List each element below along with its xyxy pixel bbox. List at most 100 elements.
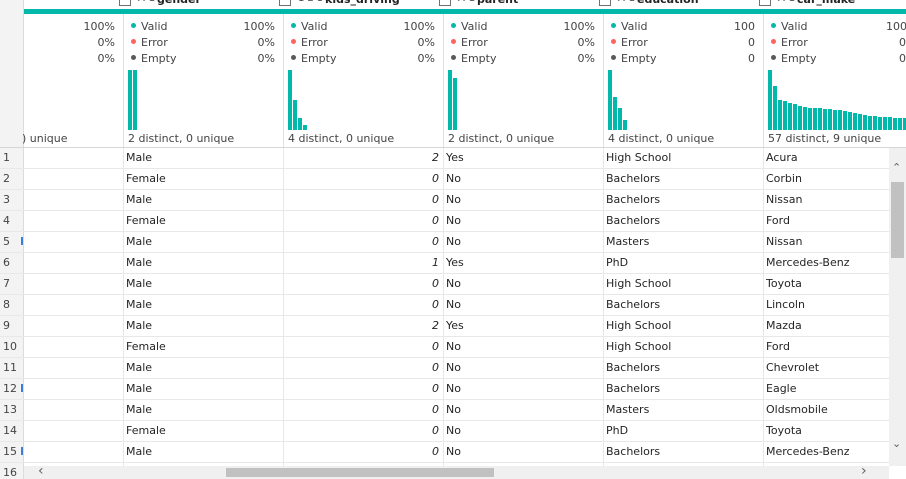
horizontal-scrollbar[interactable]: ‹ ›: [24, 463, 889, 479]
cell-parent[interactable]: No: [446, 445, 461, 458]
cell-parent[interactable]: No: [446, 235, 461, 248]
table-row[interactable]: 1 Male 2 Yes High School Acura: [0, 148, 889, 169]
cell-parent[interactable]: No: [446, 298, 461, 311]
cell-car-make[interactable]: Eagle: [766, 382, 797, 395]
cell-education[interactable]: High School: [606, 319, 672, 332]
table-row[interactable]: 6 Male 1 Yes PhD Mercedes-Benz: [0, 253, 889, 274]
cell-car-make[interactable]: Toyota: [766, 277, 802, 290]
column-type-icon[interactable]: A C: [778, 0, 795, 4]
cell-car-make[interactable]: Chevrolet: [766, 361, 820, 374]
cell-car-make[interactable]: Ford: [766, 340, 790, 353]
cell-parent[interactable]: No: [446, 382, 461, 395]
cell-parent[interactable]: No: [446, 277, 461, 290]
cell-kids-driving[interactable]: 2: [432, 151, 439, 164]
column-header-kids_driving[interactable]: kids_driving: [325, 0, 400, 6]
cell-car-make[interactable]: Mazda: [766, 319, 802, 332]
cell-parent[interactable]: No: [446, 214, 461, 227]
cell-car-make[interactable]: Acura: [766, 151, 798, 164]
cell-gender[interactable]: Male: [126, 256, 153, 269]
table-row[interactable]: 11 Male 0 No Bachelors Chevrolet: [0, 358, 889, 379]
cell-education[interactable]: Bachelors: [606, 193, 661, 206]
table-row[interactable]: 5 Male 0 No Masters Nissan: [0, 232, 889, 253]
cell-education[interactable]: Masters: [606, 235, 650, 248]
column-select-checkbox[interactable]: [119, 0, 131, 6]
table-row[interactable]: 7 Male 0 No High School Toyota: [0, 274, 889, 295]
table-row[interactable]: 14 Female 0 No PhD Toyota: [0, 421, 889, 442]
cell-car-make[interactable]: Ford: [766, 214, 790, 227]
cell-gender[interactable]: Female: [126, 214, 166, 227]
column-type-icon[interactable]: A C: [618, 0, 635, 4]
table-row[interactable]: 12 Male 0 No Bachelors Eagle: [0, 379, 889, 400]
cell-car-make[interactable]: Nissan: [766, 235, 803, 248]
cell-car-make[interactable]: Nissan: [766, 193, 803, 206]
cell-education[interactable]: High School: [606, 277, 672, 290]
cell-parent[interactable]: No: [446, 172, 461, 185]
cell-gender[interactable]: Female: [126, 424, 166, 437]
cell-kids-driving[interactable]: 2: [432, 319, 439, 332]
cell-car-make[interactable]: Toyota: [766, 424, 802, 437]
cell-parent[interactable]: No: [446, 361, 461, 374]
cell-education[interactable]: Bachelors: [606, 214, 661, 227]
cell-car-make[interactable]: Corbin: [766, 172, 802, 185]
cell-car-make[interactable]: Lincoln: [766, 298, 805, 311]
table-row[interactable]: 4 Female 0 No Bachelors Ford: [0, 211, 889, 232]
cell-education[interactable]: Bachelors: [606, 445, 661, 458]
cell-car-make[interactable]: Oldsmobile: [766, 403, 828, 416]
table-row[interactable]: 8 Male 0 No Bachelors Lincoln: [0, 295, 889, 316]
column-select-checkbox[interactable]: [759, 0, 771, 6]
cell-kids-driving[interactable]: 0: [432, 424, 439, 437]
table-row[interactable]: 16: [0, 463, 889, 479]
table-row[interactable]: 2 Female 0 No Bachelors Corbin: [0, 169, 889, 190]
column-type-icon[interactable]: 1 2 3: [298, 0, 323, 4]
table-row[interactable]: 13 Male 0 No Masters Oldsmobile: [0, 400, 889, 421]
column-header-gender[interactable]: gender: [157, 0, 201, 6]
cell-gender[interactable]: Male: [126, 382, 153, 395]
vertical-scroll-thumb[interactable]: [891, 182, 904, 258]
cell-parent[interactable]: Yes: [446, 151, 464, 164]
cell-gender[interactable]: Male: [126, 277, 153, 290]
cell-parent[interactable]: Yes: [446, 256, 464, 269]
column-header-car_make[interactable]: car_make: [797, 0, 855, 6]
cell-education[interactable]: PhD: [606, 256, 629, 269]
cell-kids-driving[interactable]: 0: [432, 235, 439, 248]
cell-gender[interactable]: Male: [126, 445, 153, 458]
cell-kids-driving[interactable]: 0: [432, 403, 439, 416]
cell-car-make[interactable]: Mercedes-Benz: [766, 256, 850, 269]
cell-gender[interactable]: Female: [126, 340, 166, 353]
cell-kids-driving[interactable]: 0: [432, 214, 439, 227]
vertical-scrollbar[interactable]: ⌃ ⌄: [889, 148, 906, 466]
cell-gender[interactable]: Female: [126, 172, 166, 185]
column-type-icon[interactable]: A C: [458, 0, 475, 4]
cell-parent[interactable]: No: [446, 424, 461, 437]
cell-education[interactable]: Bachelors: [606, 382, 661, 395]
cell-kids-driving[interactable]: 0: [432, 172, 439, 185]
column-select-checkbox[interactable]: [599, 0, 611, 6]
cell-education[interactable]: PhD: [606, 424, 629, 437]
cell-kids-driving[interactable]: 0: [432, 277, 439, 290]
scroll-left-icon[interactable]: ‹: [38, 463, 44, 479]
cell-kids-driving[interactable]: 0: [432, 382, 439, 395]
cell-parent[interactable]: No: [446, 193, 461, 206]
cell-parent[interactable]: No: [446, 340, 461, 353]
scroll-up-icon[interactable]: ⌃: [892, 161, 902, 174]
horizontal-scroll-thumb[interactable]: [226, 468, 494, 477]
cell-gender[interactable]: Male: [126, 193, 153, 206]
column-header-parent[interactable]: parent: [477, 0, 518, 6]
cell-gender[interactable]: Male: [126, 298, 153, 311]
table-row[interactable]: 3 Male 0 No Bachelors Nissan: [0, 190, 889, 211]
column-select-checkbox[interactable]: [439, 0, 451, 6]
cell-car-make[interactable]: Mercedes-Benz: [766, 445, 850, 458]
scroll-right-icon[interactable]: ›: [861, 463, 867, 479]
cell-gender[interactable]: Male: [126, 361, 153, 374]
column-select-checkbox[interactable]: [279, 0, 291, 6]
cell-kids-driving[interactable]: 0: [432, 298, 439, 311]
table-row[interactable]: 10 Female 0 No High School Ford: [0, 337, 889, 358]
cell-gender[interactable]: Male: [126, 403, 153, 416]
cell-kids-driving[interactable]: 0: [432, 340, 439, 353]
cell-gender[interactable]: Male: [126, 235, 153, 248]
cell-education[interactable]: Bachelors: [606, 298, 661, 311]
cell-parent[interactable]: No: [446, 403, 461, 416]
cell-education[interactable]: Bachelors: [606, 172, 661, 185]
table-row[interactable]: 15 Male 0 No Bachelors Mercedes-Benz: [0, 442, 889, 463]
cell-education[interactable]: High School: [606, 151, 672, 164]
